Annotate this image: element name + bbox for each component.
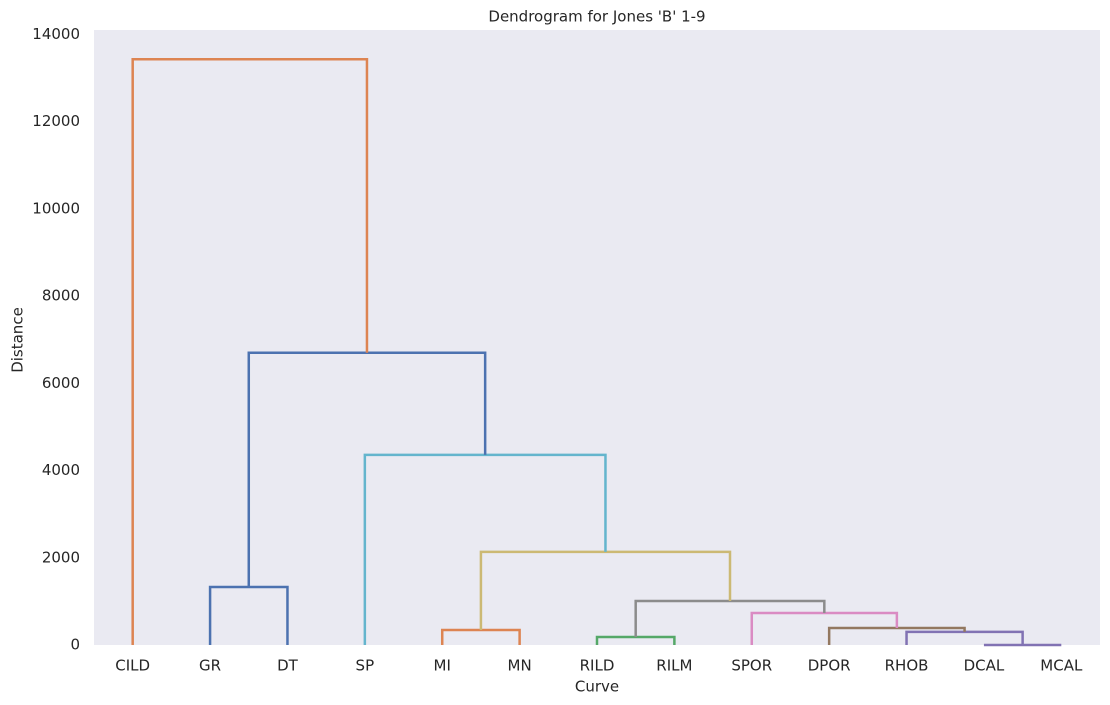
y-tick-label: 12000 <box>32 112 80 130</box>
x-tick-label: SP <box>356 657 375 675</box>
x-tick-label: MN <box>508 657 532 675</box>
x-tick-label: DPOR <box>808 657 851 675</box>
y-axis-label: Distance <box>9 307 27 373</box>
chart-title: Dendrogram for Jones 'B' 1-9 <box>488 8 705 26</box>
dendrogram-link <box>905 630 1024 645</box>
x-tick-label: RHOB <box>885 657 929 675</box>
dendrogram-link <box>363 453 607 645</box>
dendrogram-link <box>634 599 826 637</box>
y-tick-label: 2000 <box>42 548 80 566</box>
x-tick-label: DCAL <box>964 657 1005 675</box>
dendrogram-link <box>247 351 487 587</box>
y-tick-label: 8000 <box>42 287 80 305</box>
x-tick-label: DT <box>277 657 299 675</box>
x-tick-label: GR <box>199 657 221 675</box>
x-tick-label: SPOR <box>731 657 772 675</box>
x-tick-label: RILD <box>580 657 615 675</box>
y-tick-label: 10000 <box>32 199 80 217</box>
x-tick-label: CILD <box>115 657 150 675</box>
y-tick-label: 14000 <box>32 25 80 43</box>
dendrogram-link <box>131 57 369 645</box>
y-tick-label: 0 <box>70 636 80 654</box>
plot-area <box>94 30 1100 645</box>
x-axis-label: Curve <box>575 678 619 696</box>
y-tick-label: 4000 <box>42 461 80 479</box>
dendrogram-link <box>479 550 732 630</box>
x-tick-label: MI <box>434 657 451 675</box>
x-tick-label: RILM <box>656 657 692 675</box>
y-tick-label: 6000 <box>42 374 80 392</box>
x-tick-label: MCAL <box>1040 657 1083 675</box>
